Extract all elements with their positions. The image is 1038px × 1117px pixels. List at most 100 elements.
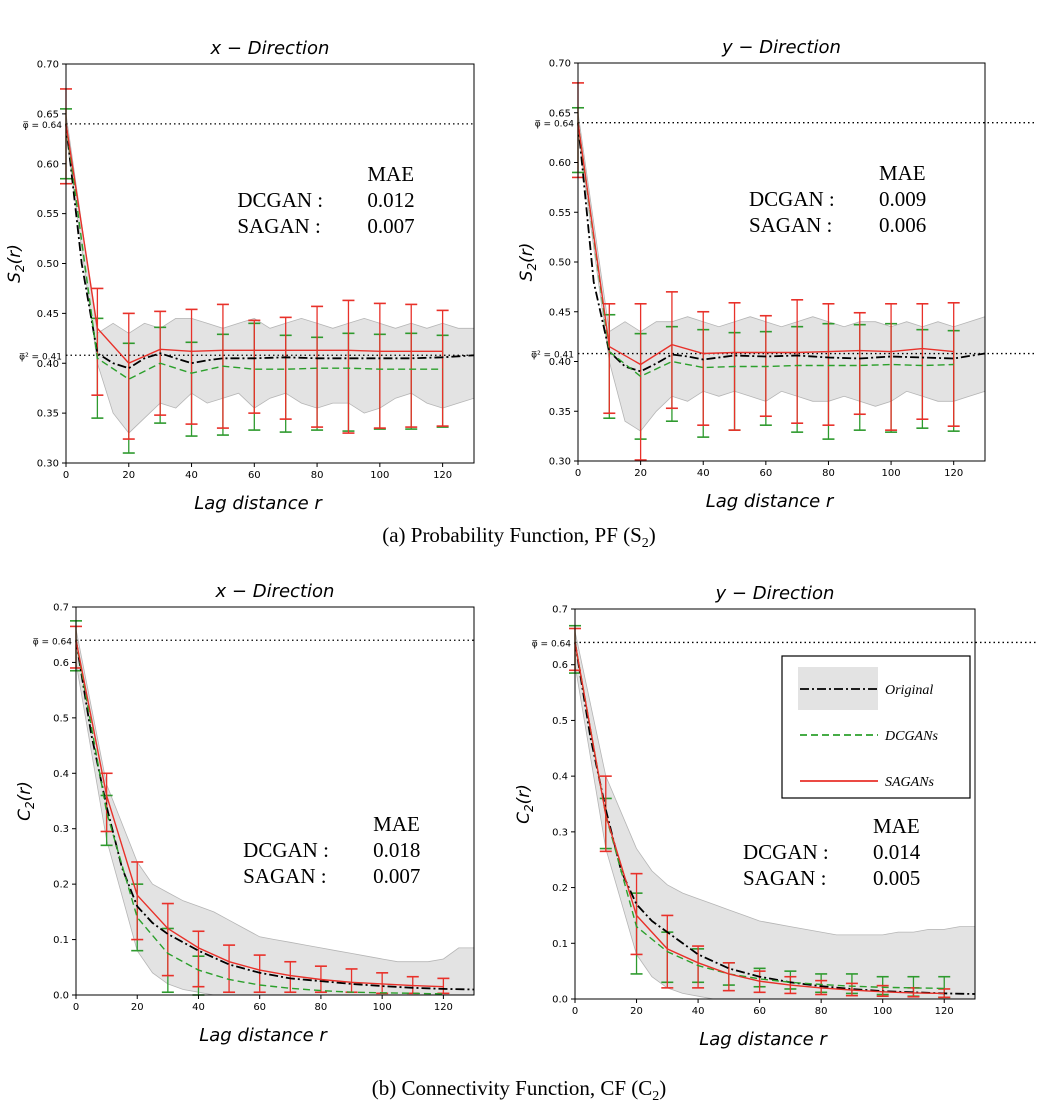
mae-value-0: 0.012 xyxy=(367,188,414,212)
series-line-original xyxy=(65,123,475,370)
x-tick-label-2: 40 xyxy=(192,1002,205,1013)
caption-b-close: ) xyxy=(659,1076,667,1100)
chart-title: x − Direction xyxy=(210,38,330,59)
y-tick-label-6: 0.6 xyxy=(53,658,69,669)
series-line-dcgans xyxy=(574,642,945,990)
mae-model-0: DCGAN : xyxy=(237,188,323,212)
caption-a-close: ) xyxy=(648,523,656,547)
y-tick-label-2: 0.2 xyxy=(53,880,69,891)
chart-cf-y: φ̅ = 0.64 0 20 40 60 80 100 120 0.0 0.1 0.2 0.3 0.4 0… xyxy=(514,583,1036,1050)
x-tick-label-4: 80 xyxy=(311,470,324,481)
y-tick-label-3: 0.45 xyxy=(37,309,59,320)
x-tick-label-3: 60 xyxy=(759,468,772,479)
mae-model-1: SAGAN : xyxy=(749,213,832,237)
legend-label-original: Original xyxy=(885,683,933,698)
y-tick-label-1: 0.35 xyxy=(549,407,571,418)
mae-header: MAE xyxy=(373,812,420,836)
x-tick-label-5: 100 xyxy=(873,1006,892,1017)
y-tick-label-6: 0.6 xyxy=(552,660,568,671)
y-axis-label-arg: (r) xyxy=(15,781,35,801)
y-tick-label-1: 0.1 xyxy=(53,935,69,946)
reference-label-1: φ̅² = 0.41 xyxy=(531,351,574,361)
legend: Original DCGANs SAGANs xyxy=(781,655,971,799)
series-line-dcgans xyxy=(577,122,954,378)
x-tick-label-4: 80 xyxy=(315,1002,328,1013)
y-tick-label-3: 0.45 xyxy=(549,307,571,318)
mae-header: MAE xyxy=(873,814,920,838)
y-axis-label: C2(r) xyxy=(514,784,536,824)
x-tick-label-1: 20 xyxy=(634,468,647,479)
x-axis-label: Lag distance r xyxy=(706,491,835,512)
x-tick-label-4: 80 xyxy=(815,1006,828,1017)
reference-label-0: φ̅ = 0.64 xyxy=(33,637,73,647)
mae-model-0: DCGAN : xyxy=(743,840,829,864)
reference-label-0: φ̅ = 0.64 xyxy=(23,121,63,131)
caption-a: (a) Probability Function, PF (S2) xyxy=(0,523,1038,552)
mae-value-0: 0.009 xyxy=(879,187,926,211)
y-tick-label-7: 0.65 xyxy=(37,109,59,120)
y-tick-label-0: 0.30 xyxy=(37,459,59,470)
x-tick-label-2: 40 xyxy=(697,468,710,479)
y-tick-label-7: 0.7 xyxy=(552,605,568,616)
x-tick-label-2: 40 xyxy=(185,470,198,481)
y-tick-label-5: 0.5 xyxy=(53,713,69,724)
mae-header: MAE xyxy=(879,161,926,185)
x-tick-label-4: 80 xyxy=(822,468,835,479)
x-tick-label-0: 0 xyxy=(575,468,581,479)
chart-cf-x: φ̅ = 0.64 0 20 40 60 80 100 120 0.0 0.1 0.2 0.3 0.4 0… xyxy=(15,581,475,1046)
chart-title: y − Direction xyxy=(715,583,835,604)
y-tick-label-1: 0.1 xyxy=(552,939,568,950)
plot-frame xyxy=(75,606,475,996)
y-tick-label-5: 0.55 xyxy=(37,209,59,220)
y-tick-label-3: 0.3 xyxy=(53,824,69,835)
chart-pf-y: φ̅ = 0.64 φ̅² = 0.41 0 20 40 60 80 100 120 0.30 0.… xyxy=(517,37,1036,512)
y-axis-label-sub: 2 xyxy=(525,263,539,271)
y-axis-label-sub: 2 xyxy=(23,801,37,809)
mae-value-1: 0.006 xyxy=(879,213,926,237)
y-axis-label-sub: 2 xyxy=(522,804,536,812)
y-axis-label: C2(r) xyxy=(15,781,37,821)
y-tick-label-2: 0.40 xyxy=(549,357,571,368)
y-tick-label-2: 0.2 xyxy=(552,883,568,894)
y-tick-label-5: 0.5 xyxy=(552,716,568,727)
reference-label-1: φ̅² = 0.41 xyxy=(19,352,62,362)
y-axis-label: S2(r) xyxy=(517,243,539,282)
series-line-sagans xyxy=(65,123,443,365)
series-line-dcgans xyxy=(75,640,444,995)
reference-label-0: φ̅ = 0.64 xyxy=(532,639,572,649)
y-tick-label-0: 0.0 xyxy=(552,995,568,1006)
x-tick-label-3: 60 xyxy=(248,470,261,481)
mae-value-1: 0.005 xyxy=(873,866,920,890)
series-line-sagans xyxy=(75,640,444,988)
mae-value-0: 0.014 xyxy=(873,840,921,864)
y-tick-label-2: 0.40 xyxy=(37,359,59,370)
y-tick-label-4: 0.50 xyxy=(37,259,59,270)
caption-b-sub: 2 xyxy=(652,1089,660,1105)
y-tick-label-7: 0.7 xyxy=(53,603,69,614)
legend-label-sagans: SAGANs xyxy=(885,775,935,790)
chart-pf-x: φ̅ = 0.64 φ̅² = 0.41 0 20 40 60 80 100 120 0.30 0.… xyxy=(5,38,475,514)
x-tick-label-3: 60 xyxy=(753,1006,766,1017)
x-tick-label-5: 100 xyxy=(882,468,901,479)
x-tick-label-6: 120 xyxy=(944,468,963,479)
x-tick-label-6: 120 xyxy=(434,1002,453,1013)
y-tick-label-5: 0.55 xyxy=(549,208,571,219)
mae-value-0: 0.018 xyxy=(373,838,420,862)
x-axis-label: Lag distance r xyxy=(199,1025,328,1046)
y-axis-label-sub: 2 xyxy=(13,264,27,272)
series-line-sagans xyxy=(574,642,945,995)
caption-a-main: (a) Probability Function, PF (S xyxy=(382,523,642,547)
caption-a-sub: 2 xyxy=(641,536,649,552)
x-tick-label-1: 20 xyxy=(122,470,135,481)
mae-value-1: 0.007 xyxy=(373,864,420,888)
y-tick-label-6: 0.60 xyxy=(549,158,571,169)
y-axis-label-arg: (r) xyxy=(5,244,25,264)
mae-model-1: SAGAN : xyxy=(237,214,320,238)
x-tick-label-0: 0 xyxy=(63,470,69,481)
y-axis-label-arg: (r) xyxy=(517,243,537,263)
x-tick-label-6: 120 xyxy=(433,470,452,481)
series-line-sagans xyxy=(577,122,954,366)
reference-label-0: φ̅ = 0.64 xyxy=(535,120,575,130)
x-tick-label-0: 0 xyxy=(572,1006,578,1017)
y-tick-label-1: 0.35 xyxy=(37,409,59,420)
